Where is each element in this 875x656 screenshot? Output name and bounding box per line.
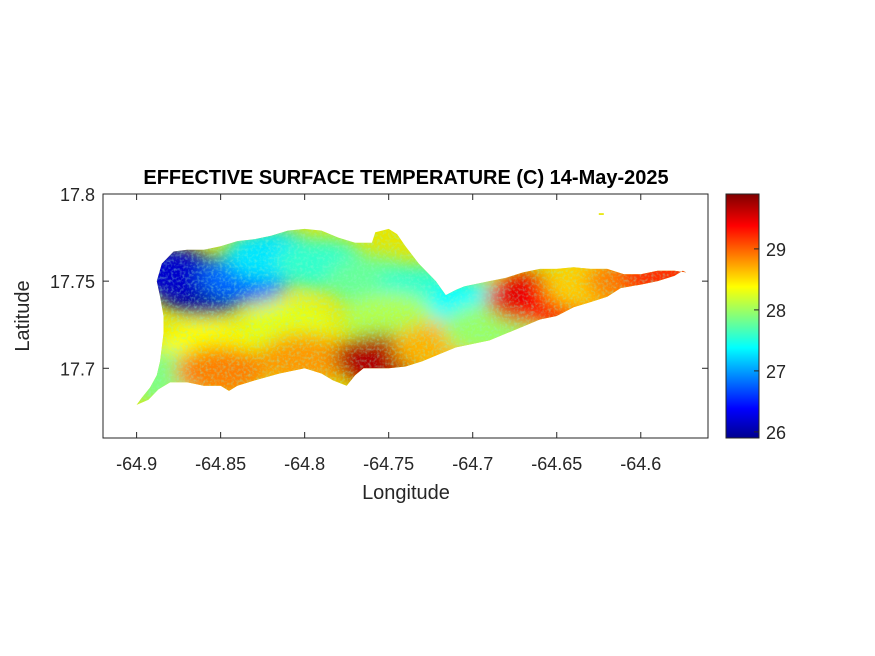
colorbar-tick-label: 28	[766, 301, 786, 321]
x-tick-label: -64.85	[195, 454, 246, 474]
x-tick-label: -64.9	[116, 454, 157, 474]
colorbar-ticks: 26 27 28 29	[754, 240, 786, 443]
islet	[598, 213, 604, 215]
x-tick-label: -64.6	[620, 454, 661, 474]
colorbar-tick-label: 27	[766, 362, 786, 382]
colorbar-tick-label: 29	[766, 240, 786, 260]
colorbar	[725, 193, 760, 439]
x-axis-ticks: -64.9 -64.85 -64.8 -64.75 -64.7 -64.65 -64.6	[116, 194, 661, 474]
x-axis-label: Longitude	[362, 482, 450, 504]
colorbar-tick-label: 26	[766, 423, 786, 443]
x-tick-label: -64.65	[531, 454, 582, 474]
y-tick-label: 17.7	[60, 359, 95, 379]
y-axis-label: Latitude	[12, 280, 34, 351]
y-axis-ticks: 17.8 17.75 17.7	[50, 185, 708, 379]
x-tick-label: -64.8	[284, 454, 325, 474]
y-tick-label: 17.8	[60, 185, 95, 205]
x-tick-label: -64.7	[452, 454, 493, 474]
y-tick-label: 17.75	[50, 272, 95, 292]
x-tick-label: -64.75	[363, 454, 414, 474]
chart-title: EFFECTIVE SURFACE TEMPERATURE (C) 14-May…	[143, 167, 668, 189]
